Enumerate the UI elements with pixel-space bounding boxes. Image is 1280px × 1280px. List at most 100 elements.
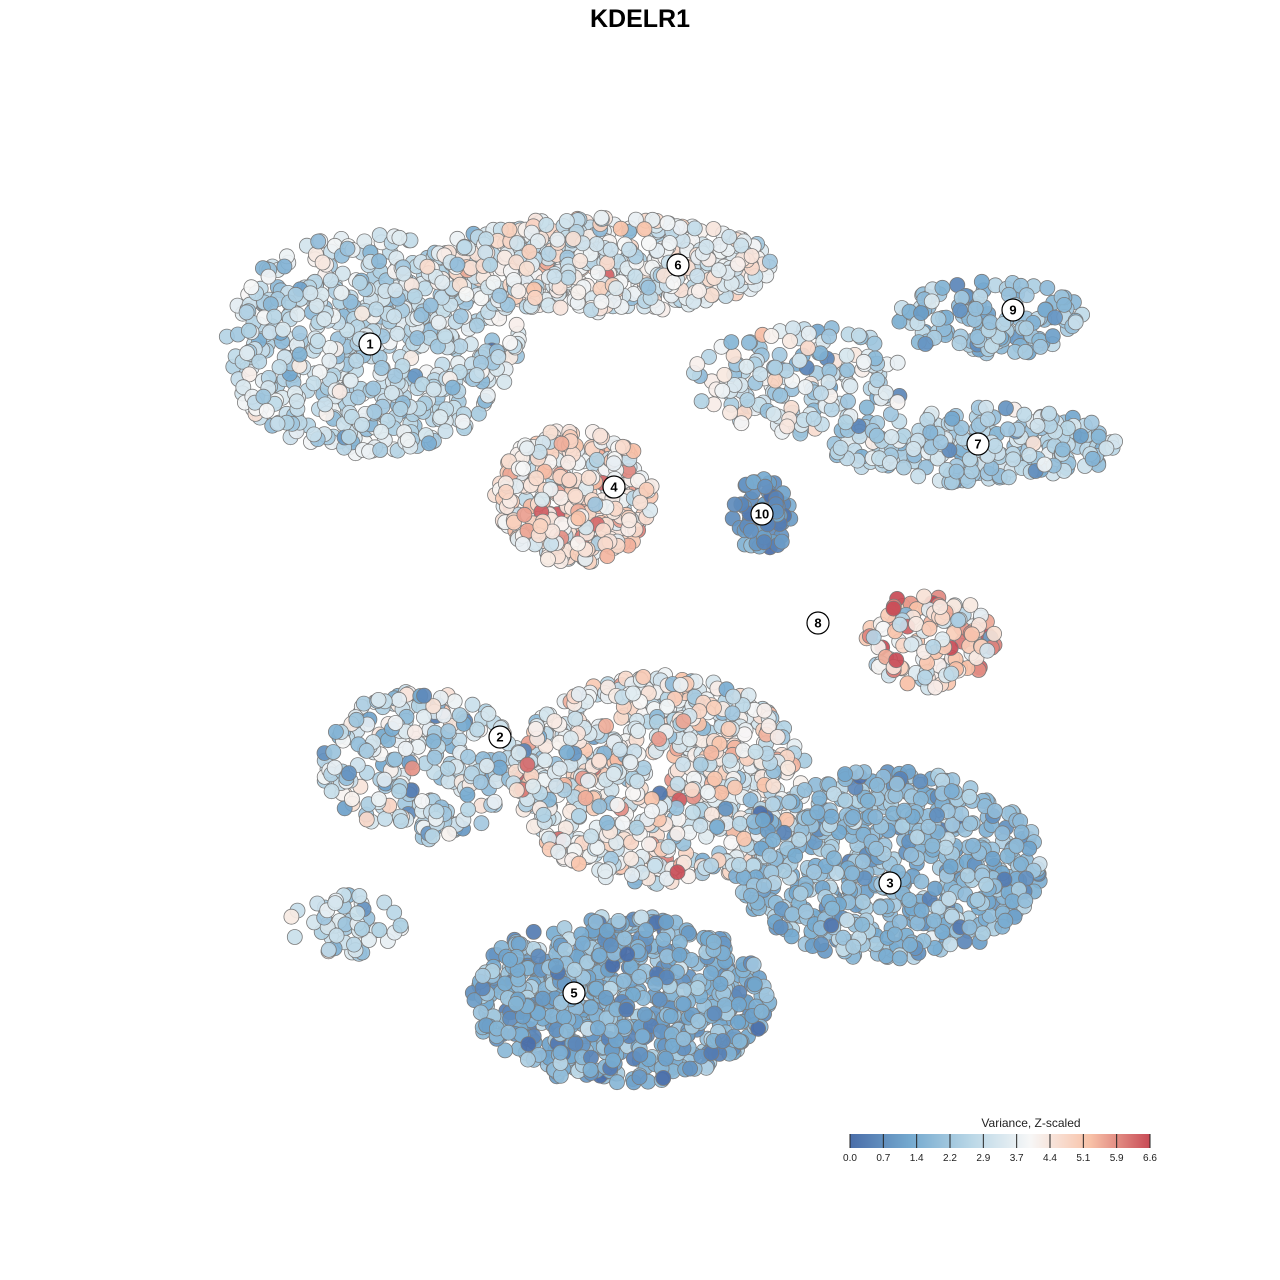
data-point	[765, 778, 782, 794]
data-point	[287, 286, 304, 303]
cluster-label-8: 8	[806, 611, 830, 635]
data-point	[621, 241, 637, 258]
data-point	[599, 814, 615, 831]
data-point	[662, 1008, 679, 1025]
data-point	[779, 418, 795, 435]
data-point	[948, 463, 965, 480]
legend-colorbar	[850, 1134, 1150, 1148]
data-point	[727, 779, 743, 796]
data-point	[327, 724, 344, 740]
data-point	[373, 360, 390, 376]
data-point	[923, 293, 940, 310]
data-point	[787, 847, 804, 864]
data-point	[661, 235, 678, 251]
cluster-label-5: 5	[562, 981, 586, 1005]
data-point	[343, 791, 360, 807]
data-point	[806, 864, 822, 880]
data-point	[854, 894, 871, 910]
data-point	[567, 710, 584, 727]
data-point	[821, 328, 837, 345]
data-point	[479, 387, 496, 404]
data-point	[393, 813, 410, 829]
data-point	[706, 771, 723, 787]
cluster-label-text: 10	[755, 507, 769, 522]
data-point	[665, 274, 682, 291]
data-point	[753, 1003, 770, 1020]
data-point	[813, 936, 830, 953]
data-point	[565, 231, 582, 247]
data-point	[689, 268, 706, 285]
data-point	[926, 912, 942, 929]
data-point	[521, 243, 538, 260]
data-point	[591, 798, 608, 815]
data-point	[426, 749, 443, 766]
data-point	[480, 705, 497, 722]
data-point	[965, 837, 981, 854]
data-point	[358, 743, 375, 759]
data-point	[551, 760, 568, 777]
data-point	[796, 782, 813, 798]
data-point	[726, 496, 743, 513]
data-point	[1098, 440, 1115, 457]
data-point	[714, 1033, 731, 1049]
data-point	[895, 459, 912, 476]
data-point	[686, 220, 703, 237]
data-point	[823, 808, 840, 825]
data-point	[709, 819, 725, 835]
data-point	[535, 806, 552, 823]
data-point	[321, 352, 338, 369]
data-point	[889, 776, 905, 792]
legend-tick-label: 0.0	[843, 1153, 857, 1164]
data-point	[950, 612, 967, 629]
data-point	[397, 740, 414, 757]
data-point	[1041, 405, 1057, 422]
data-point	[598, 718, 614, 734]
data-point	[275, 321, 291, 338]
data-point	[973, 273, 990, 290]
data-point	[340, 428, 357, 445]
data-point	[903, 847, 919, 863]
data-point	[567, 487, 584, 504]
data-point	[934, 279, 951, 296]
data-point	[764, 796, 781, 813]
data-point	[717, 800, 734, 817]
data-point	[619, 946, 636, 963]
data-point	[559, 744, 575, 761]
data-point	[570, 535, 586, 552]
data-point	[712, 975, 729, 992]
data-point	[721, 752, 738, 769]
data-point	[534, 990, 551, 1007]
data-point	[508, 316, 525, 333]
data-point	[552, 1044, 569, 1061]
data-point	[743, 522, 759, 539]
data-point	[616, 930, 633, 947]
data-point	[1016, 406, 1033, 423]
data-point	[567, 1035, 584, 1052]
data-point	[692, 817, 709, 834]
data-point	[758, 987, 775, 1003]
data-point	[647, 858, 663, 874]
data-point	[961, 919, 978, 936]
data-point	[621, 512, 638, 529]
data-point	[641, 235, 657, 252]
data-point	[456, 239, 473, 256]
data-point	[647, 976, 664, 992]
data-point	[614, 815, 631, 831]
data-point	[837, 766, 853, 782]
data-point	[811, 790, 828, 807]
data-point	[334, 265, 351, 282]
data-point	[629, 773, 646, 790]
data-point	[291, 325, 308, 342]
data-point	[591, 752, 608, 769]
data-point	[251, 353, 268, 370]
cluster-label-9: 9	[1001, 298, 1025, 322]
data-point	[1013, 824, 1030, 841]
data-point	[1005, 451, 1022, 468]
data-point	[962, 597, 979, 613]
data-point	[937, 839, 954, 856]
data-point	[942, 858, 959, 875]
data-point	[636, 1006, 653, 1023]
data-point	[669, 864, 686, 881]
data-point	[500, 1024, 517, 1041]
data-point	[772, 387, 789, 404]
